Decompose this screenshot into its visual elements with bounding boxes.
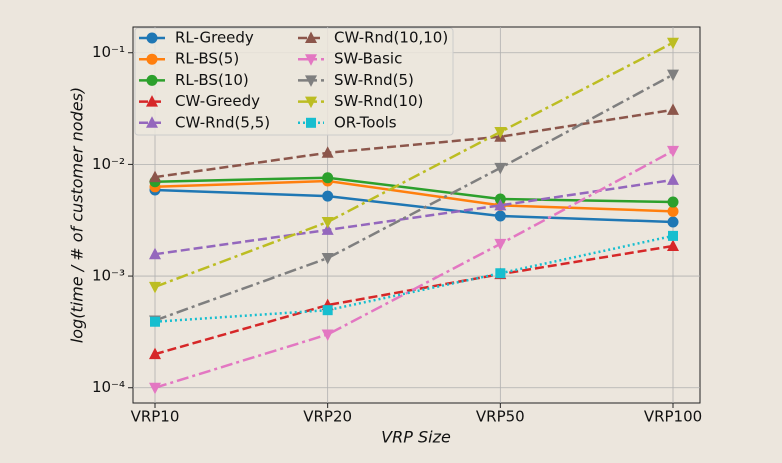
series-line: [154, 188, 674, 224]
marker: [494, 238, 507, 251]
marker: [668, 230, 678, 241]
legend-label: CW-Rnd(5,5): [175, 113, 270, 131]
marker: [321, 216, 334, 229]
marker: [306, 117, 316, 128]
marker: [494, 198, 507, 211]
marker: [321, 253, 334, 265]
marker: [495, 268, 506, 279]
y-axis-label: log(time / # of customer nodes): [68, 87, 87, 343]
marker: [494, 162, 507, 175]
marker: [149, 281, 161, 294]
legend-label: CW-Rnd(10,10): [334, 29, 448, 47]
legend-label: SW-Rnd(5): [334, 71, 414, 89]
legend-label: OR-Tools: [334, 113, 397, 131]
legend-box: [134, 27, 454, 136]
marker: [322, 305, 333, 316]
marker: [494, 127, 507, 139]
legend: RL-Greedy RL-BS(5) RL-BS(10) CW-Greedy CW-Rn…: [134, 27, 454, 136]
marker: [667, 173, 679, 185]
series-line: [154, 234, 674, 323]
marker: [667, 69, 679, 82]
marker: [322, 190, 334, 202]
y-tick-label: 10⁻³: [92, 267, 125, 285]
legend-label: RL-BS(5): [175, 50, 239, 68]
series-line: [154, 108, 674, 179]
marker: [149, 382, 161, 395]
marker: [321, 223, 334, 235]
x-axis-label: VRP Size: [381, 428, 451, 447]
marker: [149, 347, 161, 360]
series-line: [154, 41, 674, 289]
marker: [305, 75, 317, 87]
marker: [146, 116, 158, 128]
y-tick-label: 10⁻⁴: [92, 378, 125, 396]
series-line: [154, 178, 674, 256]
marker: [146, 32, 158, 44]
series-line: [154, 179, 674, 213]
x-tick-label: VRP10: [131, 408, 180, 426]
marker: [494, 210, 506, 222]
legend-label: RL-BS(10): [175, 71, 249, 89]
series-line: [154, 73, 674, 322]
series-line: [154, 149, 674, 389]
marker: [321, 146, 334, 158]
marker: [667, 205, 679, 217]
series-line: [154, 176, 674, 204]
marker: [322, 172, 334, 184]
legend-label: CW-Greedy: [175, 92, 260, 110]
marker: [146, 74, 158, 86]
x-tick-label: VRP100: [644, 408, 702, 426]
marker: [305, 31, 317, 43]
y-tick-label: 10⁻¹: [92, 43, 125, 61]
legend-label: SW-Basic: [334, 50, 402, 68]
marker: [150, 316, 160, 327]
lines: [149, 37, 679, 395]
legend-label: RL-Greedy: [175, 29, 254, 47]
x-tick-label: VRP20: [303, 408, 352, 426]
legend-label: SW-Rnd(10): [334, 92, 423, 110]
marker: [667, 239, 679, 251]
marker: [667, 103, 679, 115]
marker: [321, 329, 334, 341]
marker: [146, 95, 158, 107]
y-tick-label: 10⁻²: [92, 155, 125, 173]
marker: [305, 96, 317, 109]
marker: [667, 37, 679, 50]
marker: [667, 216, 679, 228]
marker: [146, 53, 158, 65]
marker: [149, 247, 161, 260]
marker: [149, 170, 161, 183]
marker: [305, 54, 317, 66]
marker: [667, 196, 679, 208]
marker: [667, 145, 679, 158]
x-tick-label: VRP50: [476, 408, 525, 426]
